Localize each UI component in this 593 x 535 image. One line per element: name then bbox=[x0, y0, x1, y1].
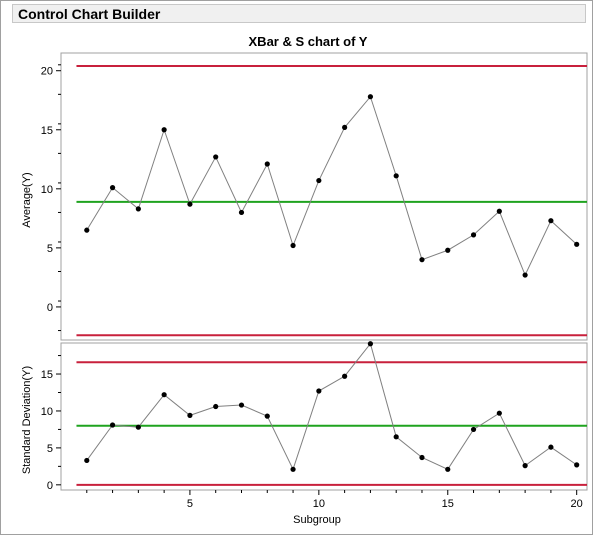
data-point bbox=[342, 373, 348, 379]
data-point bbox=[135, 424, 141, 430]
data-point bbox=[264, 413, 270, 419]
y-tick-label: 10 bbox=[41, 406, 53, 418]
data-point bbox=[187, 201, 193, 207]
chart-title: XBar & S chart of Y bbox=[249, 34, 368, 49]
report-title: Control Chart Builder bbox=[18, 6, 161, 22]
data-point bbox=[161, 127, 167, 133]
data-point bbox=[161, 392, 167, 398]
x-tick-label: 10 bbox=[313, 498, 325, 510]
data-point bbox=[264, 161, 270, 167]
xbar-panel: 20 15 10 5 0 bbox=[41, 52, 588, 341]
data-point bbox=[574, 462, 580, 468]
data-point bbox=[548, 218, 554, 224]
data-point bbox=[290, 242, 296, 249]
data-point bbox=[445, 247, 451, 253]
x-tick-label: 5 bbox=[187, 498, 193, 510]
data-point bbox=[496, 410, 502, 416]
data-point bbox=[470, 426, 477, 433]
data-point bbox=[496, 208, 502, 214]
data-point bbox=[290, 466, 296, 472]
data-point bbox=[109, 185, 116, 191]
data-point bbox=[187, 412, 193, 418]
data-point bbox=[213, 154, 219, 160]
data-point bbox=[419, 257, 425, 263]
report-header[interactable]: Control Chart Builder bbox=[12, 4, 586, 23]
data-point bbox=[84, 457, 90, 464]
y-tick-label: 15 bbox=[41, 125, 53, 137]
s-panel: 15 10 5 0 5 10 15 20 bbox=[41, 341, 588, 510]
data-point bbox=[522, 463, 528, 469]
y-tick-label: 15 bbox=[41, 369, 53, 381]
data-point bbox=[238, 209, 245, 216]
x-tick-label: 15 bbox=[442, 498, 454, 510]
data-point bbox=[109, 422, 116, 428]
y-tick-label: 20 bbox=[41, 66, 53, 78]
y-tick-label: 0 bbox=[47, 302, 53, 314]
y-tick-label: 5 bbox=[47, 443, 53, 455]
y-tick-label: 0 bbox=[47, 480, 53, 492]
data-point bbox=[316, 177, 322, 184]
series-line bbox=[86, 342, 577, 471]
data-point bbox=[393, 173, 399, 179]
plot-frame bbox=[60, 52, 588, 341]
data-point bbox=[367, 341, 374, 347]
data-point bbox=[213, 403, 219, 410]
data-point bbox=[238, 402, 245, 408]
y-tick-label: 5 bbox=[47, 243, 53, 255]
data-point bbox=[548, 444, 554, 450]
y-tick-label: 10 bbox=[41, 184, 53, 196]
data-point bbox=[367, 94, 374, 100]
bottom-y-axis-label: Standard Deviation(Y) bbox=[21, 366, 33, 474]
data-point bbox=[574, 241, 580, 247]
series-line bbox=[86, 95, 578, 277]
data-point bbox=[445, 466, 451, 472]
data-point bbox=[316, 388, 322, 394]
x-tick-label: 20 bbox=[571, 498, 583, 510]
top-y-axis-label: Average(Y) bbox=[21, 172, 33, 227]
data-point bbox=[393, 434, 399, 440]
plot-frame bbox=[60, 342, 588, 491]
x-axis-label: Subgroup bbox=[293, 514, 341, 526]
data-point bbox=[342, 124, 348, 131]
data-point bbox=[135, 206, 141, 212]
data-point bbox=[522, 272, 528, 278]
data-point bbox=[470, 232, 477, 238]
data-point bbox=[84, 227, 90, 233]
data-point bbox=[419, 454, 425, 461]
